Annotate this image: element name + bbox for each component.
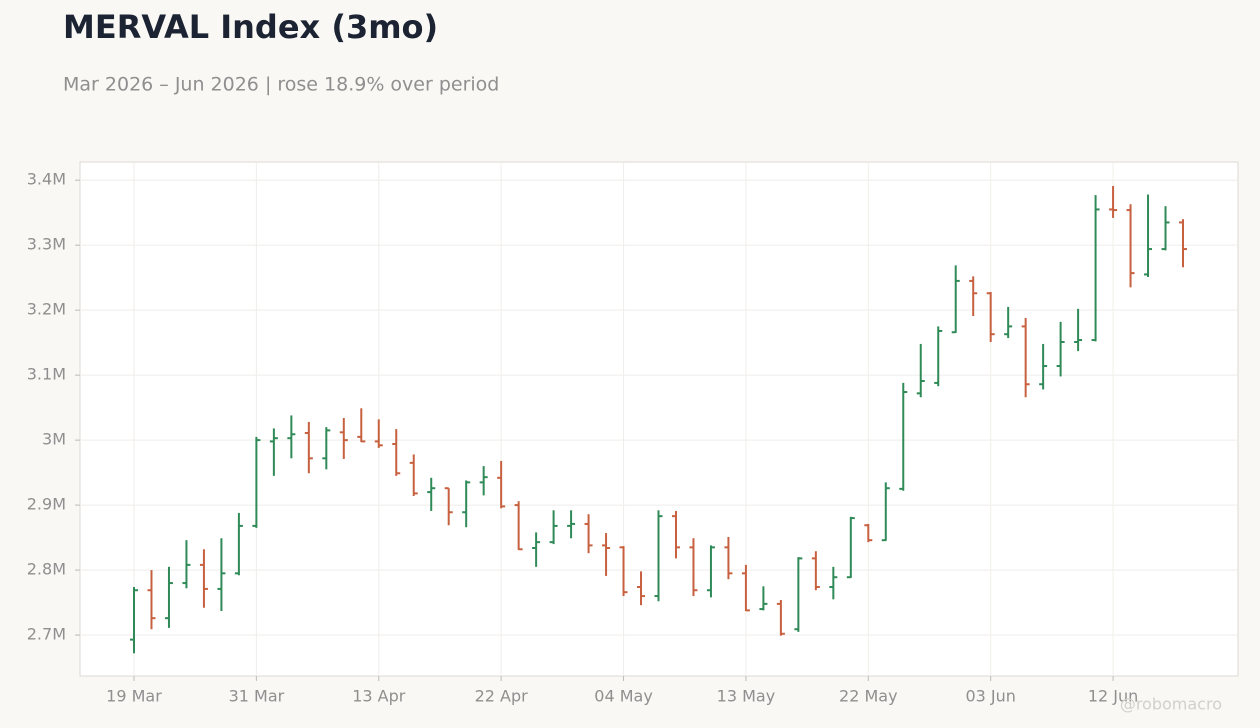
x-tick-label: 22 Apr — [475, 687, 529, 706]
y-tick-label: 3.1M — [27, 365, 66, 384]
watermark: @robomacro — [1120, 695, 1222, 714]
y-tick-label: 2.7M — [27, 625, 66, 644]
y-tick-label: 2.9M — [27, 495, 66, 514]
y-tick-label: 3.4M — [27, 170, 66, 189]
chart-title: MERVAL Index (3mo) — [63, 8, 438, 46]
y-tick-label: 3.3M — [27, 235, 66, 254]
x-tick-label: 13 Apr — [352, 687, 406, 706]
chart-subtitle: Mar 2026 – Jun 2026 | rose 18.9% over pe… — [63, 74, 499, 96]
x-tick-label: 12 Jun — [1088, 687, 1138, 706]
x-tick-label: 04 May — [594, 687, 653, 706]
y-tick-label: 3M — [42, 430, 66, 449]
y-tick-label: 2.8M — [27, 560, 66, 579]
x-tick-label: 22 May — [839, 687, 898, 706]
x-tick-label: 03 Jun — [965, 687, 1015, 706]
y-tick-label: 3.2M — [27, 300, 66, 319]
x-tick-label: 13 May — [717, 687, 776, 706]
x-tick-label: 19 Mar — [106, 687, 162, 706]
x-tick-label: 31 Mar — [229, 687, 285, 706]
